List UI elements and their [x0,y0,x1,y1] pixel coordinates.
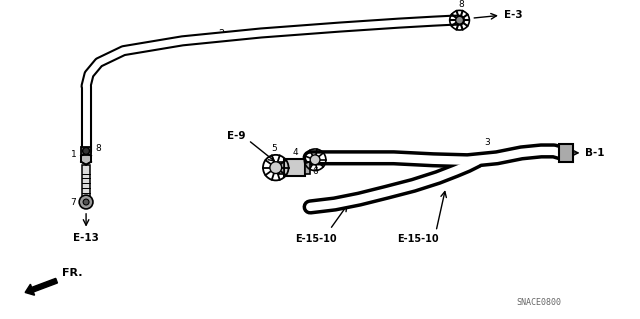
Text: 4: 4 [292,148,298,157]
Text: 5: 5 [271,144,276,153]
Circle shape [79,195,93,209]
Bar [278,162,284,174]
Bar [81,147,92,155]
FancyArrow shape [25,278,58,295]
Text: 3: 3 [484,138,490,147]
Circle shape [83,199,89,205]
Circle shape [83,147,90,154]
Bar [284,159,305,176]
Text: 7: 7 [70,197,76,206]
Text: E-15-10: E-15-10 [296,234,337,244]
Text: 8: 8 [459,0,465,10]
Text: E-13: E-13 [73,234,99,243]
Text: 1: 1 [71,150,77,160]
Text: 8: 8 [95,145,100,153]
Text: B-1: B-1 [586,148,605,158]
Text: SNACE0800: SNACE0800 [516,298,561,307]
Text: E-3: E-3 [504,10,522,20]
Circle shape [310,155,320,165]
Polygon shape [81,153,91,165]
Circle shape [270,162,282,174]
Bar [82,165,90,197]
Text: 6: 6 [312,167,318,175]
Bar [305,162,310,174]
Text: FR.: FR. [61,268,82,278]
Bar [559,144,573,162]
Text: E-9: E-9 [227,131,245,141]
Circle shape [456,16,463,24]
Text: 2: 2 [219,29,225,39]
Text: E-15-10: E-15-10 [397,234,438,244]
